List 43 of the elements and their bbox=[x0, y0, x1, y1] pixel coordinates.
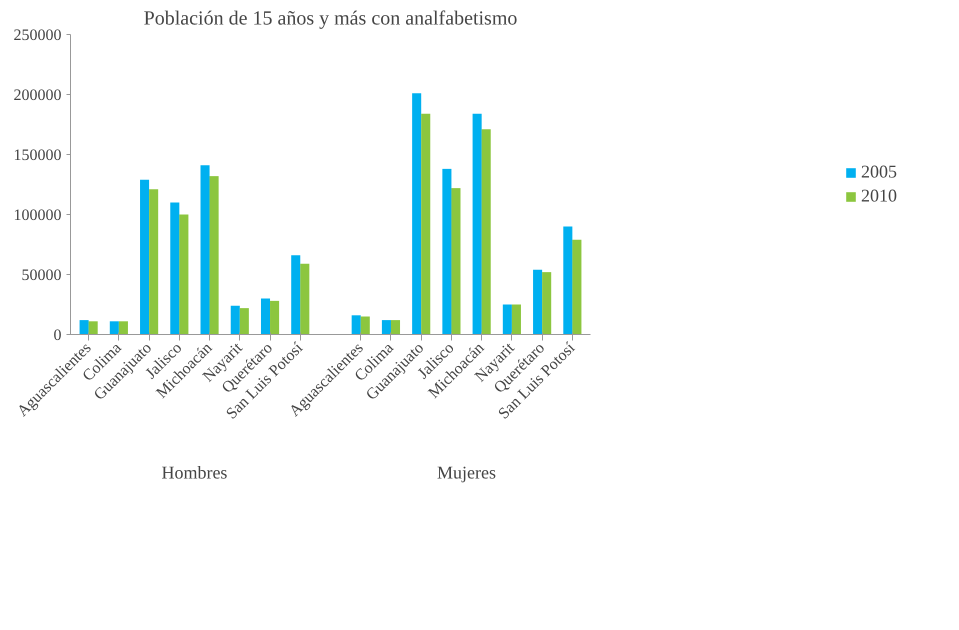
bar bbox=[179, 214, 188, 334]
bar bbox=[502, 304, 512, 334]
bar bbox=[170, 202, 180, 334]
y-tick-label: 150000 bbox=[14, 147, 62, 164]
bar bbox=[360, 316, 370, 334]
bar bbox=[140, 180, 150, 334]
y-tick-label: 50000 bbox=[22, 267, 62, 284]
bar bbox=[260, 298, 270, 334]
bar bbox=[533, 270, 542, 334]
bar bbox=[412, 93, 422, 334]
bar bbox=[572, 240, 582, 334]
y-tick-label: 200000 bbox=[14, 87, 62, 104]
bar bbox=[472, 114, 482, 334]
bar bbox=[563, 226, 572, 334]
bar bbox=[352, 315, 361, 334]
bar bbox=[421, 114, 430, 334]
bar bbox=[512, 304, 521, 334]
bar bbox=[442, 168, 452, 334]
bar bbox=[210, 176, 219, 334]
bar bbox=[270, 300, 280, 334]
bar bbox=[200, 165, 210, 334]
bar bbox=[300, 264, 310, 334]
text: Hombres bbox=[161, 462, 228, 482]
text: Mujeres bbox=[437, 462, 496, 482]
bar bbox=[149, 189, 158, 334]
bar bbox=[230, 306, 240, 334]
bar bbox=[542, 272, 552, 334]
bar bbox=[240, 308, 249, 334]
legend-label: 2010 bbox=[861, 186, 897, 206]
legend-label: 2005 bbox=[861, 162, 897, 182]
bar bbox=[110, 321, 119, 334]
y-tick-label: 250000 bbox=[14, 27, 62, 44]
bar bbox=[118, 321, 128, 334]
chart-title: Población de 15 años y más con analfabetismo bbox=[144, 8, 518, 30]
y-tick-label: 0 bbox=[54, 327, 62, 344]
bar bbox=[88, 321, 98, 334]
bar bbox=[451, 188, 460, 334]
y-tick-label: 100000 bbox=[14, 207, 62, 224]
bar bbox=[80, 320, 89, 334]
bar bbox=[291, 255, 300, 334]
bar bbox=[482, 129, 491, 334]
bar bbox=[382, 320, 391, 334]
bar bbox=[390, 320, 400, 334]
